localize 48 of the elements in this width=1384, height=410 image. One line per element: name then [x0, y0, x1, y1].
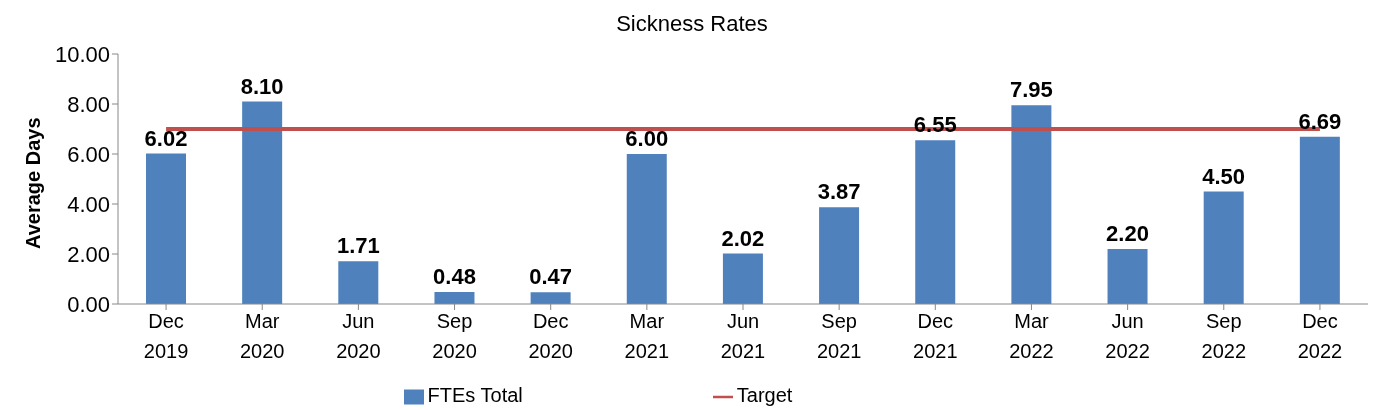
x-tick-label: Sep 2020 — [432, 310, 477, 362]
y-tick-label: 2.00 — [67, 241, 110, 267]
x-tick-label: Dec 2019 — [143, 310, 189, 362]
data-label: 4.50 — [1202, 163, 1246, 189]
data-label: 8.10 — [240, 73, 284, 99]
bar — [434, 292, 475, 304]
bar — [1011, 105, 1052, 304]
bar — [530, 292, 571, 304]
bar — [242, 101, 283, 304]
bar — [1203, 191, 1244, 304]
data-label: 6.00 — [625, 126, 669, 151]
x-tick-label: Mar 2021 — [624, 310, 670, 362]
bar — [1299, 136, 1340, 304]
bar — [338, 261, 379, 304]
x-tick-label: Dec 2020 — [528, 310, 573, 362]
data-label: 6.69 — [1298, 108, 1342, 134]
bar — [626, 154, 667, 304]
x-tick-label: Dec 2022 — [1297, 310, 1343, 362]
y-tick-label: 6.00 — [67, 141, 110, 167]
data-label: 0.47 — [529, 264, 573, 290]
x-tick-label: Sep 2022 — [1201, 310, 1247, 362]
legend-label: FTEs Total — [427, 384, 523, 406]
y-axis-title: Average Days — [22, 117, 45, 249]
y-tick-label: 0.00 — [67, 291, 110, 317]
y-tick-label: 4.00 — [67, 191, 110, 217]
data-label: 0.48 — [433, 264, 476, 289]
x-tick-label: Dec 2021 — [913, 310, 958, 362]
data-label: 2.02 — [721, 225, 765, 251]
bar — [146, 153, 186, 304]
x-tick-label: Jun 2022 — [1105, 310, 1150, 362]
chart-title: Sickness Rates — [615, 10, 769, 38]
x-tick-label: Mar 2020 — [239, 310, 285, 362]
bar — [1107, 249, 1148, 304]
data-label: 6.02 — [144, 125, 188, 151]
data-label: 3.87 — [817, 179, 861, 205]
x-tick-label: Jun 2021 — [720, 310, 766, 362]
y-tick-label: 10.00 — [54, 41, 110, 67]
bar — [819, 207, 860, 304]
bar — [915, 140, 956, 304]
data-label: 2.20 — [1106, 221, 1149, 246]
x-tick-label: Mar 2022 — [1009, 310, 1054, 362]
x-tick-label: Sep 2021 — [816, 310, 862, 362]
data-label: 1.71 — [336, 233, 380, 259]
bar — [722, 253, 763, 304]
x-tick-label: Jun 2020 — [336, 310, 381, 362]
legend-label: Target — [736, 384, 793, 406]
y-tick-label: 8.00 — [67, 91, 110, 117]
data-label: 7.95 — [1009, 77, 1053, 103]
